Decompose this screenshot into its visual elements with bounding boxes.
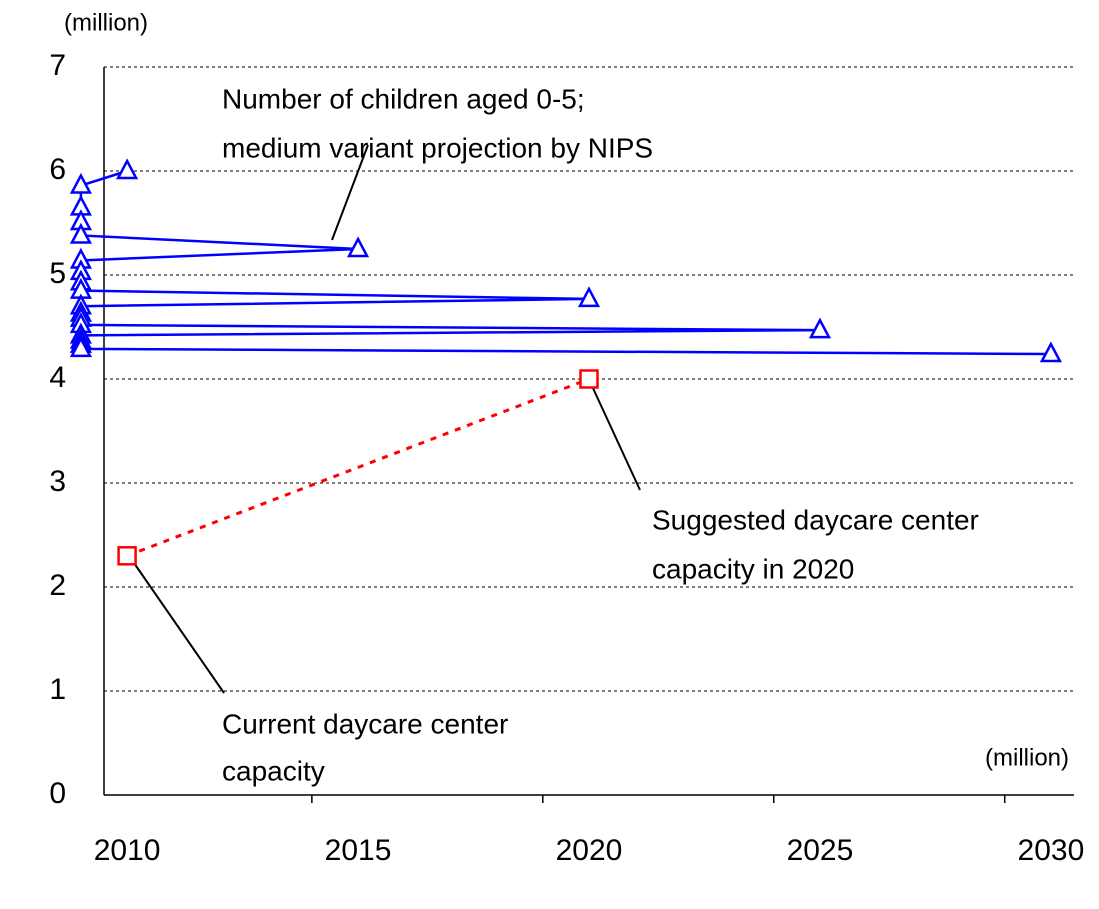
series-line — [126, 377, 590, 558]
marker — [1039, 341, 1062, 363]
y-tick-label: 0 — [49, 777, 66, 810]
x-tick-label: 2020 — [556, 834, 623, 867]
y-tick-label: 6 — [49, 153, 66, 186]
y-tick-label: 3 — [49, 465, 66, 498]
x-tick-label: 2015 — [325, 834, 392, 867]
annotation: (million) — [985, 744, 1069, 771]
marker — [116, 158, 139, 180]
x-tick-label: 2030 — [1018, 834, 1085, 867]
marker — [808, 317, 832, 339]
annotation: Suggested daycare center — [652, 504, 979, 535]
annotation: medium variant projection by NIPS — [222, 132, 653, 163]
annotation: capacity in 2020 — [652, 553, 854, 584]
y-tick-label: 2 — [49, 569, 66, 602]
x-tick-label: 2010 — [94, 834, 161, 867]
annotation: Current daycare center — [222, 708, 508, 739]
marker — [69, 172, 92, 194]
marker — [117, 546, 137, 566]
y-tick-label: 1 — [49, 673, 66, 706]
marker — [579, 369, 599, 389]
leader-line — [133, 562, 225, 694]
y-tick-label: 5 — [49, 257, 66, 290]
marker — [69, 222, 92, 244]
leader-line — [331, 144, 369, 241]
marker — [577, 286, 601, 308]
annotation: capacity — [222, 755, 325, 786]
y-tick-label: 7 — [49, 49, 66, 82]
x-tick-label: 2025 — [787, 834, 854, 867]
annotation: Number of children aged 0-5; — [222, 83, 585, 114]
y-tick-label: 4 — [49, 361, 66, 394]
y-axis-label: (million) — [64, 9, 148, 36]
marker — [69, 336, 92, 358]
marker — [346, 236, 370, 258]
leader-line — [591, 385, 641, 491]
